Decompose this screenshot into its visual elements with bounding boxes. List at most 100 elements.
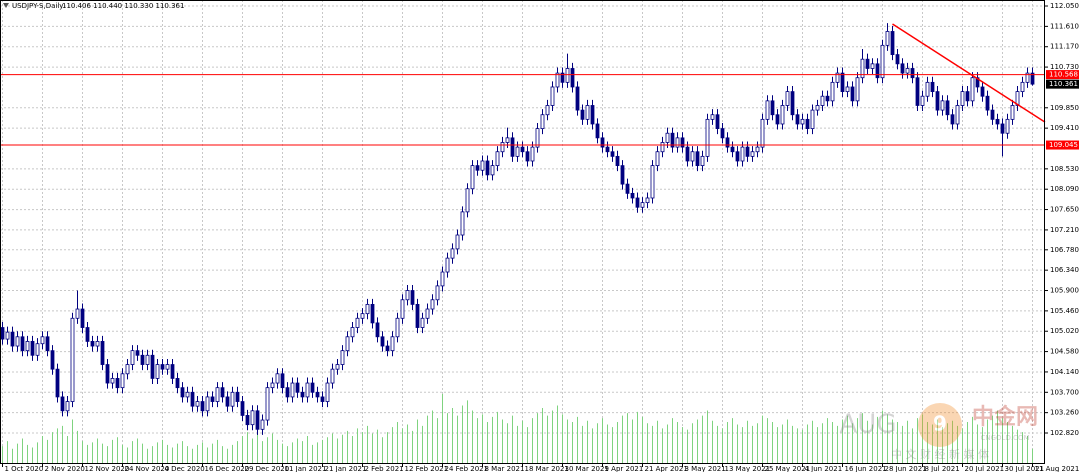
candle-body bbox=[700, 155, 705, 167]
candle-body bbox=[90, 341, 95, 347]
candle-body bbox=[995, 118, 1000, 125]
header-prices: 110.406 110.440 110.330 110.361 bbox=[62, 2, 184, 10]
candle-body bbox=[890, 31, 895, 55]
plot-border bbox=[0, 0, 1045, 464]
candle-body bbox=[980, 86, 985, 97]
candle-body bbox=[505, 137, 510, 143]
x-tick-label: 30 Jul 2021 bbox=[1005, 465, 1045, 472]
candle-body bbox=[920, 95, 925, 106]
y-tick-label: 106.340 bbox=[1050, 266, 1079, 274]
candle-body bbox=[680, 137, 685, 148]
y-tick-label: 108.090 bbox=[1050, 185, 1079, 193]
price-marker bbox=[1046, 140, 1079, 150]
candle-body bbox=[335, 364, 340, 370]
price-marker-label: 110.568 bbox=[1049, 71, 1078, 79]
y-tick-label: 109.850 bbox=[1050, 104, 1079, 112]
candle-body bbox=[140, 354, 145, 365]
candle-body bbox=[745, 146, 750, 157]
candle-body bbox=[600, 137, 605, 148]
x-tick-label: 21 Apr 2021 bbox=[645, 465, 688, 472]
candle-body bbox=[715, 114, 720, 130]
candle-body bbox=[125, 364, 130, 375]
x-tick-label: 30 Mar 2021 bbox=[565, 465, 609, 472]
candle-body bbox=[330, 368, 335, 384]
candle-body bbox=[685, 146, 690, 162]
candle-body bbox=[570, 68, 575, 88]
candle-body bbox=[670, 132, 675, 148]
candle-body bbox=[895, 54, 900, 65]
candle-body bbox=[540, 114, 545, 130]
candle-body bbox=[340, 350, 345, 365]
candle-body bbox=[425, 308, 430, 319]
x-tick-label: 12 Feb 2021 bbox=[405, 465, 449, 472]
y-tick-label: 109.410 bbox=[1050, 124, 1079, 132]
candle-body bbox=[575, 86, 580, 111]
x-tick-label: 16 Jun 2021 bbox=[845, 465, 887, 472]
candle-body bbox=[225, 396, 230, 407]
candle-body bbox=[650, 165, 655, 199]
x-tick-label: 25 May 2021 bbox=[765, 465, 811, 472]
candle-body bbox=[590, 105, 595, 125]
candle-body bbox=[460, 211, 465, 236]
candle-body bbox=[835, 72, 840, 83]
price-marker bbox=[1046, 70, 1079, 80]
candle-body bbox=[640, 202, 645, 208]
candle-body bbox=[1030, 72, 1035, 85]
candle-body bbox=[915, 77, 920, 106]
candle-body bbox=[50, 350, 55, 370]
candle-body bbox=[100, 341, 105, 365]
candle-body bbox=[970, 77, 975, 102]
y-tick-label: 102.820 bbox=[1050, 429, 1079, 437]
candle-body bbox=[800, 118, 805, 125]
candle-body bbox=[360, 313, 365, 319]
header-icon bbox=[3, 3, 9, 8]
candle-body bbox=[910, 68, 915, 79]
candle-body bbox=[450, 248, 455, 259]
candle-body bbox=[20, 336, 25, 352]
y-tick-label: 104.580 bbox=[1050, 348, 1079, 356]
y-tick-label: 103.700 bbox=[1050, 388, 1079, 396]
candle-body bbox=[630, 192, 635, 199]
x-tick-label: 16 Dec 2020 bbox=[205, 465, 250, 472]
candle-body bbox=[105, 364, 110, 384]
candle-body bbox=[405, 290, 410, 301]
volume-layer bbox=[2, 394, 1033, 464]
candle-body bbox=[205, 396, 210, 412]
candle-body bbox=[210, 396, 215, 402]
candle-body bbox=[550, 86, 555, 106]
candle-body bbox=[695, 151, 700, 167]
y-tick-label: 103.260 bbox=[1050, 409, 1079, 417]
candle-body bbox=[795, 114, 800, 125]
candle-body bbox=[25, 341, 30, 352]
candle-body bbox=[285, 387, 290, 398]
candle-body bbox=[845, 86, 850, 92]
x-tick-label: 18 Mar 2021 bbox=[525, 465, 569, 472]
x-tick-label: 20 Jul 2021 bbox=[965, 465, 1005, 472]
candle-body bbox=[770, 100, 775, 116]
candle-body bbox=[130, 350, 135, 365]
candle-body bbox=[760, 118, 765, 148]
candle-body bbox=[230, 391, 235, 407]
x-tick-label: 3 May 2021 bbox=[685, 465, 726, 472]
candle-body bbox=[30, 341, 35, 356]
candle-body bbox=[840, 72, 845, 92]
x-tick-label: 8 Mar 2021 bbox=[485, 465, 525, 472]
candle-body bbox=[875, 63, 880, 79]
candle-body bbox=[10, 331, 15, 347]
candle-body bbox=[375, 322, 380, 338]
x-tick-label: 28 Jun 2021 bbox=[885, 465, 927, 472]
candle-body bbox=[565, 68, 570, 83]
candle-body bbox=[55, 368, 60, 398]
candle-body bbox=[365, 303, 370, 315]
y-tick-label: 110.730 bbox=[1050, 63, 1079, 71]
candle-body bbox=[730, 146, 735, 153]
candle-body bbox=[265, 387, 270, 421]
candle-body bbox=[775, 114, 780, 125]
x-tick-label: 13 May 2021 bbox=[725, 465, 771, 472]
x-tick-label: 4 Dec 2020 bbox=[165, 465, 205, 472]
candle-body bbox=[95, 341, 100, 347]
candle-body bbox=[720, 128, 725, 139]
candle-body bbox=[195, 401, 200, 407]
candle-body bbox=[965, 91, 970, 102]
candle-body bbox=[635, 197, 640, 208]
